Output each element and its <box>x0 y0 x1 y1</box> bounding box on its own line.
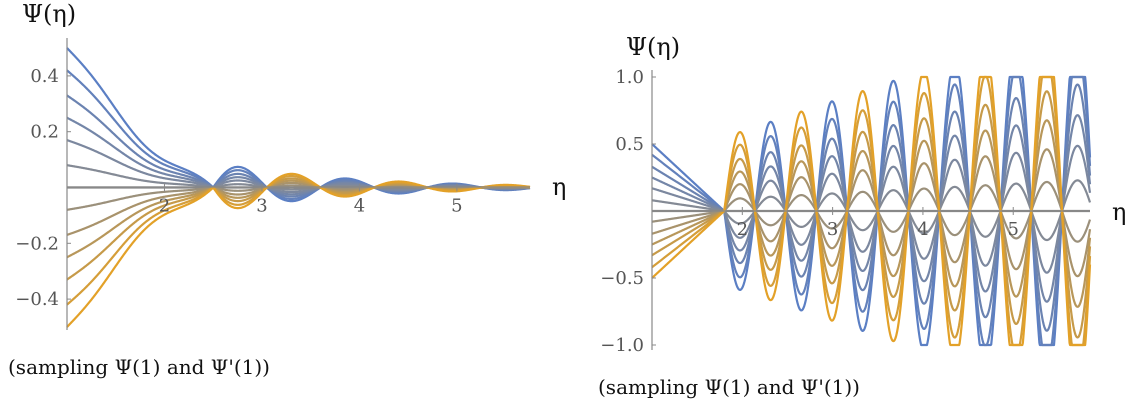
left-chart-ticks: 2 3 4 5 −0.4 −0.2 0.2 0.4 <box>15 66 462 310</box>
left-x-axis-label: η <box>552 173 566 201</box>
x-tick-label: 3 <box>827 219 838 240</box>
y-tick-label: 0.4 <box>30 66 59 87</box>
x-tick-label: 4 <box>917 219 928 240</box>
right-chart-caption: (sampling Ψ(1) and Ψ'(1)) <box>598 375 860 399</box>
left-chart: Ψ(η) 2 3 4 5 −0.4 −0.2 0.2 0.4 η (sampling Ψ(1)… <box>8 0 566 379</box>
right-x-axis-label: η <box>1112 198 1126 226</box>
y-tick-label: 1.0 <box>615 67 644 88</box>
y-tick-label: −0.5 <box>600 268 644 289</box>
right-chart-ticks: 2 3 4 5 −1.0 −0.5 0.5 1.0 <box>600 67 1019 356</box>
series-line <box>66 172 531 328</box>
x-tick-label: 3 <box>256 196 267 217</box>
y-tick-label: 0.5 <box>615 134 644 155</box>
x-tick-label: 4 <box>354 196 365 217</box>
x-tick-label: 2 <box>737 219 748 240</box>
x-tick-label: 2 <box>159 196 170 217</box>
x-tick-label: 5 <box>1008 219 1019 240</box>
left-chart-title: Ψ(η) <box>22 0 76 28</box>
y-tick-label: −0.4 <box>15 289 59 310</box>
right-chart: Ψ(η) 2 3 4 5 −1.0 −0.5 0.5 1.0 η (sampling Ψ(1)… <box>598 33 1126 399</box>
y-tick-label: −0.2 <box>15 233 59 254</box>
series-line <box>651 75 1092 347</box>
left-chart-caption: (sampling Ψ(1) and Ψ'(1)) <box>8 355 270 379</box>
y-tick-label: 0.2 <box>30 122 59 143</box>
y-tick-label: −1.0 <box>600 335 644 356</box>
right-chart-title: Ψ(η) <box>626 33 680 61</box>
x-tick-label: 5 <box>451 196 462 217</box>
left-chart-curves <box>66 47 531 328</box>
